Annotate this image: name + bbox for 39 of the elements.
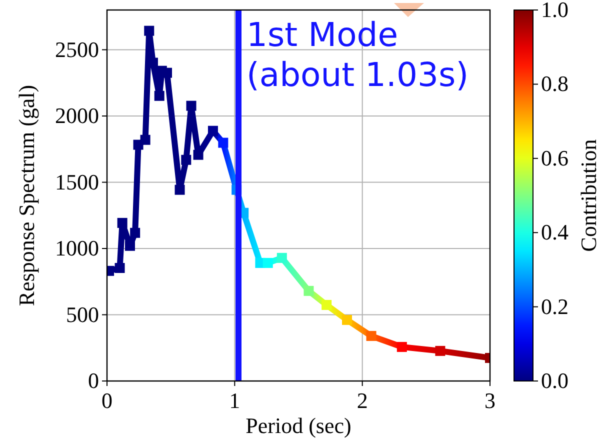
point xyxy=(304,286,314,296)
point xyxy=(193,150,204,160)
point xyxy=(342,314,352,325)
color-bar-label: 0.8 xyxy=(541,71,568,96)
point xyxy=(396,342,407,352)
y-tick-label: 2000 xyxy=(55,103,99,128)
color-bar-label: 0.2 xyxy=(541,294,568,319)
point xyxy=(186,100,196,111)
y-tick-label: 0 xyxy=(88,368,99,393)
color-bar-label: 1.0 xyxy=(541,0,568,22)
point xyxy=(174,184,185,195)
color-bar-label: 0.0 xyxy=(541,368,568,393)
x-tick-label: 2 xyxy=(356,388,368,413)
point xyxy=(144,26,154,36)
y-axis-title: Response Spectrum (gal) xyxy=(14,84,39,306)
point xyxy=(322,300,332,310)
color-bar-label: 0.4 xyxy=(541,220,568,245)
point xyxy=(366,330,376,341)
point xyxy=(435,346,446,356)
x-tick-label: 3 xyxy=(484,388,496,413)
point xyxy=(130,228,140,238)
x-axis-title: Period (sec) xyxy=(246,413,352,438)
point xyxy=(117,218,128,228)
point xyxy=(262,258,273,268)
point xyxy=(218,138,228,148)
y-tick-label: 2500 xyxy=(55,36,99,62)
ref-line-label: 1st Mode (about 1.03s) xyxy=(246,15,469,94)
color-bar-label: 0.6 xyxy=(541,145,568,170)
point xyxy=(154,90,164,101)
x-tick-label: 1 xyxy=(229,388,240,413)
point xyxy=(208,126,218,136)
y-tick-label: 1500 xyxy=(55,169,99,194)
point xyxy=(276,252,287,263)
y-tick-label: 1000 xyxy=(55,236,99,260)
y-tick-label: 500 xyxy=(66,302,99,327)
color-bar-title: Contribution xyxy=(576,139,601,252)
point xyxy=(124,240,135,251)
point xyxy=(140,134,150,145)
point xyxy=(181,154,192,165)
